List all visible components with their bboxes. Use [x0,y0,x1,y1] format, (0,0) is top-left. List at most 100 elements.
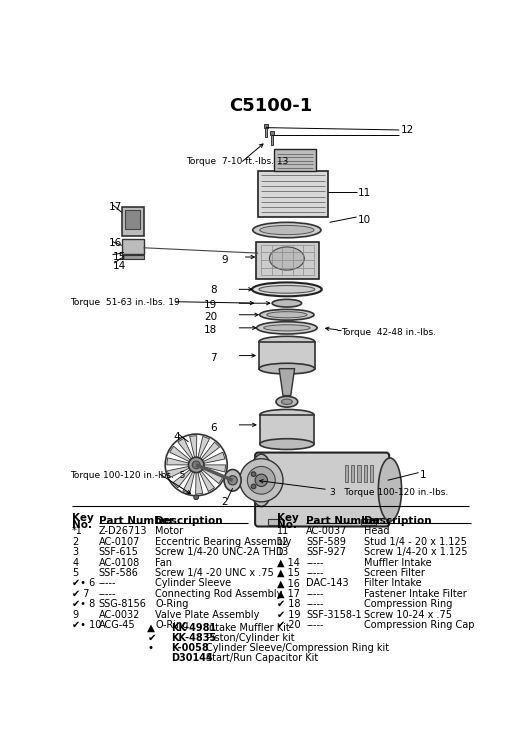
Text: Cylinder Sleeve/Compression Ring kit: Cylinder Sleeve/Compression Ring kit [205,643,389,653]
Text: 15: 15 [112,252,126,261]
Text: 8: 8 [211,285,217,295]
Text: 16: 16 [109,238,122,247]
Text: Motor: Motor [155,526,183,537]
Text: SSF-3158-1: SSF-3158-1 [306,610,362,620]
Circle shape [251,484,256,489]
Polygon shape [167,466,189,477]
Text: Connecting Rod Assembly: Connecting Rod Assembly [155,589,282,599]
Text: Screw 1/4 -20 UNC x .75: Screw 1/4 -20 UNC x .75 [155,568,274,578]
Text: 17: 17 [109,201,122,212]
Text: ACG-45: ACG-45 [99,620,135,630]
Text: ✔ 18: ✔ 18 [277,599,300,610]
Bar [364,465,367,482]
Bar [263,124,268,128]
Text: Eccentric Bearing Assembly: Eccentric Bearing Assembly [155,537,291,547]
Text: Description: Description [155,515,223,526]
Text: SSF-927: SSF-927 [306,548,346,557]
Text: 20: 20 [204,312,217,322]
Polygon shape [279,369,295,396]
Bar [361,519,376,525]
Ellipse shape [259,364,315,374]
Circle shape [255,474,268,486]
Text: 3   Torque 100-120 in.-lbs.: 3 Torque 100-120 in.-lbs. [329,488,448,497]
Bar [274,149,316,171]
Text: Compression Ring Cap: Compression Ring Cap [364,620,475,630]
Text: ✔• 6: ✔• 6 [72,578,96,588]
Text: ✔• 10: ✔• 10 [72,620,101,630]
Text: Stud 1/4 - 20 x 1.125: Stud 1/4 - 20 x 1.125 [364,537,467,547]
Text: 3: 3 [72,548,78,557]
Text: ✔ 7: ✔ 7 [72,589,90,599]
Bar [345,465,348,482]
Text: Torque  42-48 in.-lbs.: Torque 42-48 in.-lbs. [341,328,436,337]
Text: 13: 13 [277,548,289,557]
Polygon shape [167,458,188,465]
Text: ✔• 8: ✔• 8 [72,599,96,610]
Bar [122,239,144,254]
FancyBboxPatch shape [255,453,389,526]
Bar [357,465,361,482]
Circle shape [247,466,275,494]
Text: *1: *1 [72,526,83,537]
Text: 5: 5 [72,568,79,578]
Text: -----: ----- [306,589,324,599]
Text: Key: Key [277,512,298,523]
Text: 12: 12 [277,537,289,547]
Text: Part Number: Part Number [306,515,381,526]
Ellipse shape [260,310,314,320]
Text: SSF-589: SSF-589 [306,537,346,547]
Text: -----: ----- [306,599,324,610]
Text: ✔ 20: ✔ 20 [277,620,300,630]
Polygon shape [201,442,220,460]
Text: Valve Plate Assembly: Valve Plate Assembly [155,610,259,620]
Polygon shape [178,438,193,459]
Text: 1: 1 [420,470,427,480]
Polygon shape [202,468,223,483]
Text: Z-D26713: Z-D26713 [99,526,147,537]
Polygon shape [195,472,203,494]
Text: SSF-615: SSF-615 [99,548,138,557]
Circle shape [194,495,199,499]
Text: 2: 2 [221,497,228,507]
Text: Fastener Intake Filter: Fastener Intake Filter [364,589,467,599]
Text: 6: 6 [211,423,217,433]
Text: O-Ring: O-Ring [155,620,188,630]
Polygon shape [169,446,190,461]
Text: AC-0108: AC-0108 [99,558,140,568]
Bar [258,171,328,217]
Polygon shape [183,472,194,493]
Text: Cylinder Sleeve: Cylinder Sleeve [155,578,231,588]
Polygon shape [190,436,197,458]
Text: 10: 10 [358,215,371,225]
Text: 11: 11 [277,526,289,537]
Polygon shape [198,437,210,458]
Text: 7: 7 [211,353,217,364]
Ellipse shape [260,226,314,234]
Text: ▲ 17: ▲ 17 [277,589,300,599]
FancyBboxPatch shape [256,242,319,279]
Bar [122,255,144,259]
Text: Intake Muffler Kit: Intake Muffler Kit [205,623,289,633]
Text: Screw 1/4-20 UNC-2A THD: Screw 1/4-20 UNC-2A THD [155,548,284,557]
Text: AC-0107: AC-0107 [99,537,140,547]
Bar [270,131,275,135]
Text: AC-0037: AC-0037 [306,526,347,537]
Text: -----: ----- [99,578,116,588]
Text: KK-4981: KK-4981 [171,623,216,633]
Polygon shape [204,465,225,472]
Bar [351,465,354,482]
Ellipse shape [259,337,315,347]
Text: ✔ 19: ✔ 19 [277,610,300,620]
Ellipse shape [267,312,307,318]
Text: 11: 11 [358,188,371,199]
Text: 19: 19 [204,300,217,310]
Text: 12: 12 [401,125,414,135]
Circle shape [251,472,256,477]
Text: 14: 14 [112,261,126,271]
Text: ▲: ▲ [147,623,155,633]
Text: 2: 2 [72,537,79,547]
Bar [259,342,315,369]
Ellipse shape [259,285,315,293]
Text: Screen Filter: Screen Filter [364,568,425,578]
Text: ▲ 14: ▲ 14 [277,558,300,568]
